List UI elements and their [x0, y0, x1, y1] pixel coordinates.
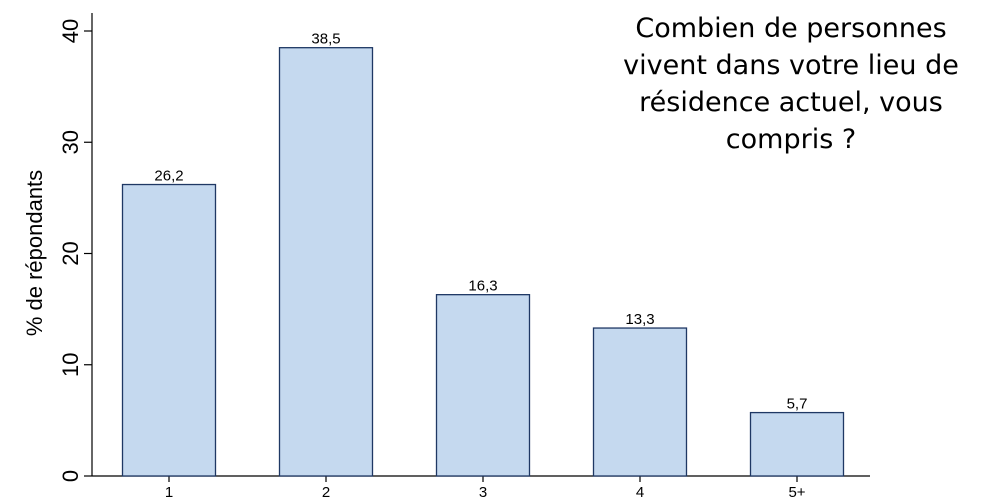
- bar: [435, 294, 531, 477]
- x-axis: 1 2 3 4 5+: [92, 475, 870, 499]
- y-tick-label: 20: [58, 241, 83, 265]
- bars-group: [121, 47, 845, 477]
- value-labels-group: 26,2 38,5 16,3 13,3 5,7: [154, 31, 807, 413]
- y-tick-label: 10: [58, 353, 83, 377]
- y-tick-label: 30: [58, 130, 83, 154]
- value-label: 5,7: [787, 396, 808, 413]
- y-axis-label: % de répondants: [22, 170, 47, 336]
- value-label: 38,5: [311, 31, 340, 48]
- x-tick-label: 1: [165, 484, 173, 499]
- value-label: 26,2: [154, 168, 183, 185]
- y-axis: 0 10 20 30 40: [58, 13, 93, 482]
- x-tick-label: 3: [479, 484, 487, 499]
- bar: [121, 183, 217, 477]
- x-tick-label: 5+: [788, 484, 805, 499]
- y-tick-label: 0: [58, 470, 83, 482]
- x-tick-label: 2: [322, 484, 330, 499]
- bar: [749, 411, 845, 477]
- bar: [278, 47, 374, 477]
- bar: [592, 327, 688, 477]
- y-tick-label: 40: [58, 19, 83, 43]
- value-label: 16,3: [468, 278, 497, 295]
- x-tick-label: 4: [636, 484, 644, 499]
- chart-title: Combien de personnes vivent dans votre l…: [623, 13, 959, 155]
- value-label: 13,3: [625, 311, 654, 328]
